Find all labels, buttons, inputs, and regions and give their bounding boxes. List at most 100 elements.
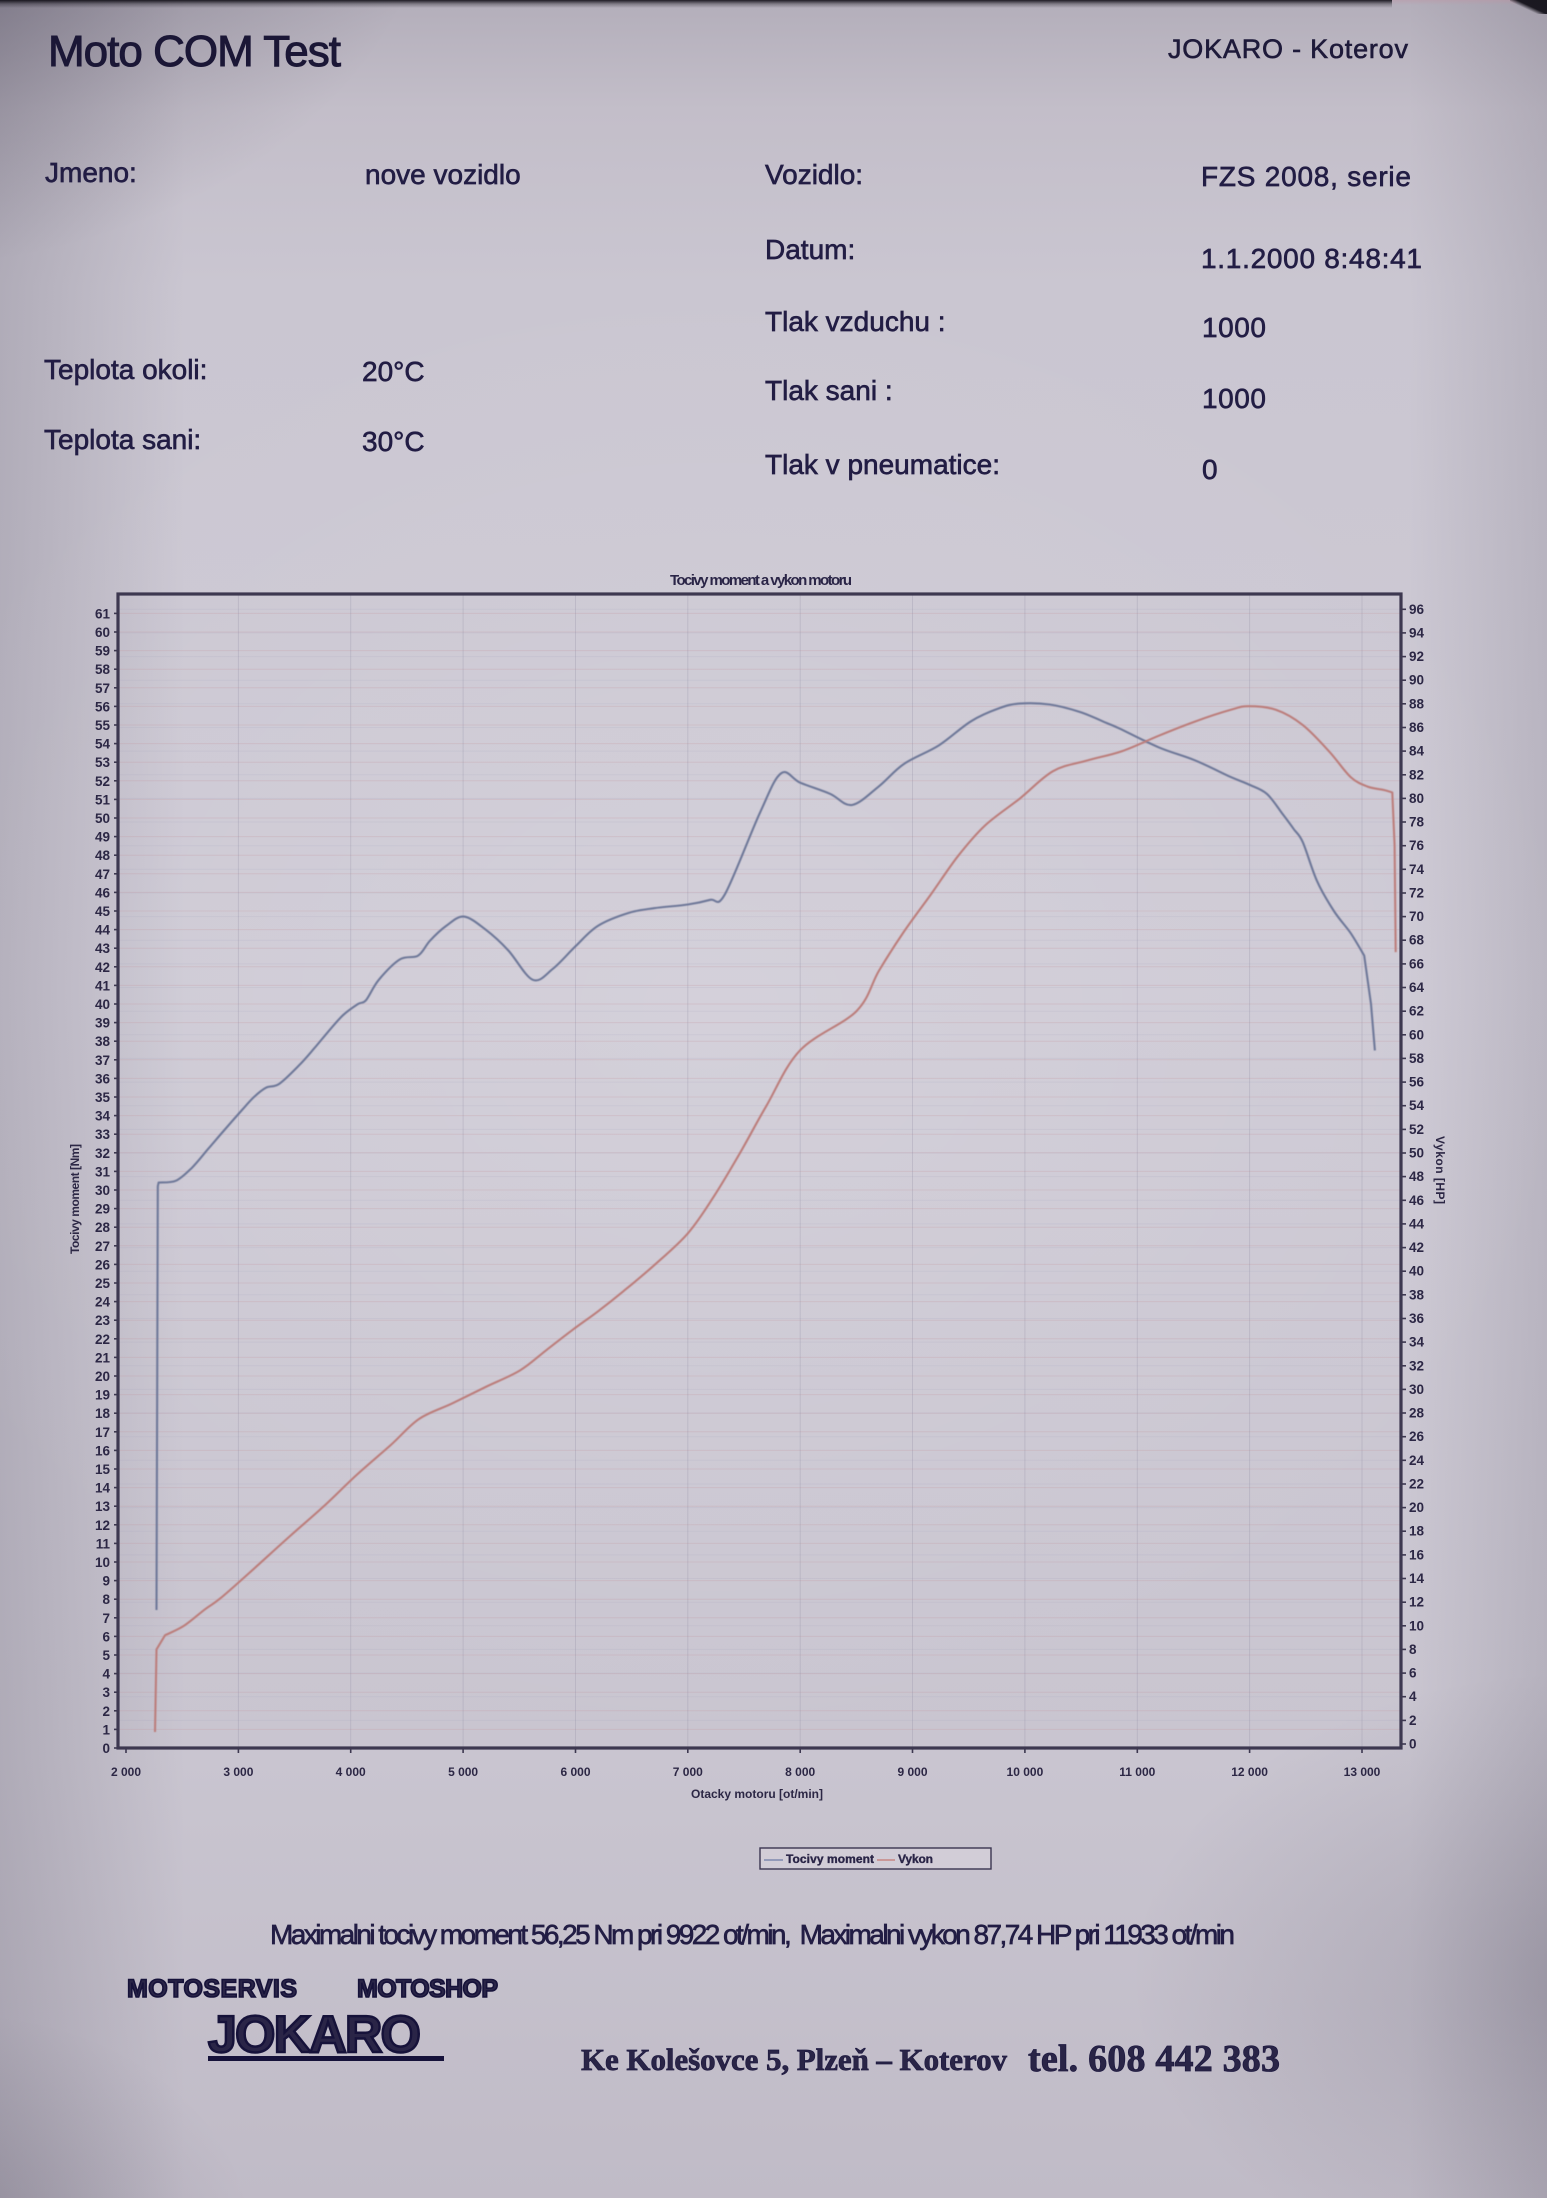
svg-text:Tocivy moment: Tocivy moment (786, 1852, 874, 1866)
svg-text:57: 57 (95, 681, 110, 696)
svg-text:54: 54 (1409, 1098, 1425, 1113)
svg-text:1: 1 (102, 1722, 110, 1737)
svg-text:34: 34 (1409, 1335, 1425, 1350)
svg-text:nove vozidlo: nove vozidlo (365, 159, 521, 190)
svg-text:19: 19 (95, 1388, 110, 1403)
svg-text:22: 22 (1409, 1477, 1424, 1492)
svg-text:64: 64 (1409, 980, 1425, 995)
svg-text:26: 26 (95, 1257, 111, 1272)
svg-text:86: 86 (1409, 720, 1425, 735)
svg-text:Moto COM Test: Moto COM Test (48, 27, 341, 76)
svg-text:13: 13 (95, 1499, 111, 1514)
svg-text:42: 42 (95, 960, 110, 975)
svg-text:Vozidlo:: Vozidlo: (765, 159, 863, 190)
svg-text:Tlak vzduchu :: Tlak vzduchu : (765, 306, 946, 337)
svg-text:5 000: 5 000 (448, 1765, 478, 1779)
svg-text:8: 8 (1409, 1642, 1417, 1657)
svg-text:4: 4 (102, 1667, 110, 1682)
svg-text:0: 0 (1409, 1737, 1417, 1752)
svg-text:48: 48 (1409, 1169, 1425, 1184)
svg-text:46: 46 (95, 885, 111, 900)
svg-text:3 000: 3 000 (223, 1765, 253, 1779)
svg-text:FZS 2008, serie: FZS 2008, serie (1201, 161, 1411, 192)
svg-text:78: 78 (1409, 815, 1425, 830)
svg-text:13 000: 13 000 (1344, 1765, 1381, 1779)
svg-text:12: 12 (1409, 1595, 1424, 1610)
svg-text:Vykon [HP]: Vykon [HP] (1433, 1136, 1447, 1204)
svg-text:0: 0 (102, 1741, 110, 1756)
svg-text:24: 24 (95, 1295, 111, 1310)
svg-text:47: 47 (95, 867, 110, 882)
svg-text:25: 25 (95, 1276, 111, 1291)
svg-text:42: 42 (1409, 1240, 1424, 1255)
svg-text:32: 32 (95, 1146, 110, 1161)
svg-text:Teplota okoli:: Teplota okoli: (44, 354, 207, 385)
svg-text:18: 18 (95, 1406, 111, 1421)
svg-text:35: 35 (95, 1090, 111, 1105)
svg-text:52: 52 (95, 774, 110, 789)
svg-text:9 000: 9 000 (897, 1765, 927, 1779)
svg-text:27: 27 (95, 1239, 110, 1254)
svg-text:MOTOSERVIS: MOTOSERVIS (127, 1975, 297, 2003)
svg-text:6: 6 (102, 1629, 110, 1644)
svg-text:tel. 608 442 383: tel. 608 442 383 (1028, 2038, 1280, 2080)
svg-text:80: 80 (1409, 791, 1424, 806)
svg-text:JOKARO - Koterov: JOKARO - Koterov (1168, 34, 1409, 64)
svg-text:88: 88 (1409, 696, 1425, 711)
svg-text:15: 15 (95, 1462, 111, 1477)
svg-text:17: 17 (95, 1425, 110, 1440)
svg-text:24: 24 (1409, 1453, 1425, 1468)
svg-text:JOKARO: JOKARO (208, 2006, 421, 2064)
svg-text:1.1.2000 8:48:41: 1.1.2000 8:48:41 (1201, 243, 1422, 274)
svg-text:38: 38 (1409, 1287, 1425, 1302)
svg-text:34: 34 (95, 1109, 111, 1124)
svg-text:5: 5 (102, 1648, 110, 1663)
svg-text:40: 40 (1409, 1264, 1424, 1279)
svg-text:43: 43 (95, 941, 111, 956)
svg-text:28: 28 (95, 1220, 111, 1235)
svg-text:60: 60 (1409, 1027, 1424, 1042)
svg-text:70: 70 (1409, 909, 1424, 924)
svg-text:Tlak v pneumatice:: Tlak v pneumatice: (765, 449, 1000, 480)
svg-text:82: 82 (1409, 767, 1424, 782)
svg-text:Datum:: Datum: (765, 234, 855, 265)
svg-text:96: 96 (1409, 602, 1425, 617)
svg-text:20: 20 (1409, 1500, 1424, 1515)
svg-text:4: 4 (1409, 1689, 1417, 1704)
svg-text:30°C: 30°C (362, 426, 425, 457)
svg-text:1000: 1000 (1202, 383, 1266, 414)
svg-text:Tocivy moment [Nm]: Tocivy moment [Nm] (68, 1144, 82, 1254)
svg-text:6 000: 6 000 (560, 1765, 590, 1779)
svg-text:26: 26 (1409, 1429, 1425, 1444)
svg-text:54: 54 (95, 737, 111, 752)
svg-text:30: 30 (1409, 1382, 1424, 1397)
svg-text:6: 6 (1409, 1666, 1417, 1681)
svg-text:20°C: 20°C (362, 356, 425, 387)
svg-text:Tocivy moment a vykon motoru: Tocivy moment a vykon motoru (670, 572, 852, 589)
svg-text:14: 14 (1409, 1571, 1425, 1586)
svg-text:39: 39 (95, 1016, 110, 1031)
svg-text:2: 2 (102, 1704, 110, 1719)
svg-text:49: 49 (95, 830, 110, 845)
svg-text:58: 58 (1409, 1051, 1425, 1066)
svg-text:44: 44 (1409, 1216, 1425, 1231)
svg-text:40: 40 (95, 997, 110, 1012)
svg-text:3: 3 (102, 1685, 110, 1700)
svg-text:90: 90 (1409, 673, 1424, 688)
svg-text:22: 22 (95, 1332, 110, 1347)
svg-text:9: 9 (102, 1574, 110, 1589)
svg-text:84: 84 (1409, 744, 1425, 759)
svg-text:18: 18 (1409, 1524, 1425, 1539)
svg-text:Teplota sani:: Teplota sani: (44, 424, 201, 455)
svg-text:Otacky motoru [ot/min]: Otacky motoru [ot/min] (691, 1787, 823, 1801)
svg-text:92: 92 (1409, 649, 1424, 664)
svg-text:50: 50 (1409, 1146, 1424, 1161)
svg-text:Vykon: Vykon (898, 1852, 933, 1866)
svg-text:29: 29 (95, 1202, 110, 1217)
svg-text:46: 46 (1409, 1193, 1425, 1208)
svg-text:59: 59 (95, 644, 110, 659)
svg-text:37: 37 (95, 1053, 110, 1068)
svg-text:4 000: 4 000 (336, 1765, 366, 1779)
svg-text:Jmeno:: Jmeno: (45, 157, 137, 188)
svg-text:MOTOSHOP: MOTOSHOP (357, 1975, 498, 2003)
